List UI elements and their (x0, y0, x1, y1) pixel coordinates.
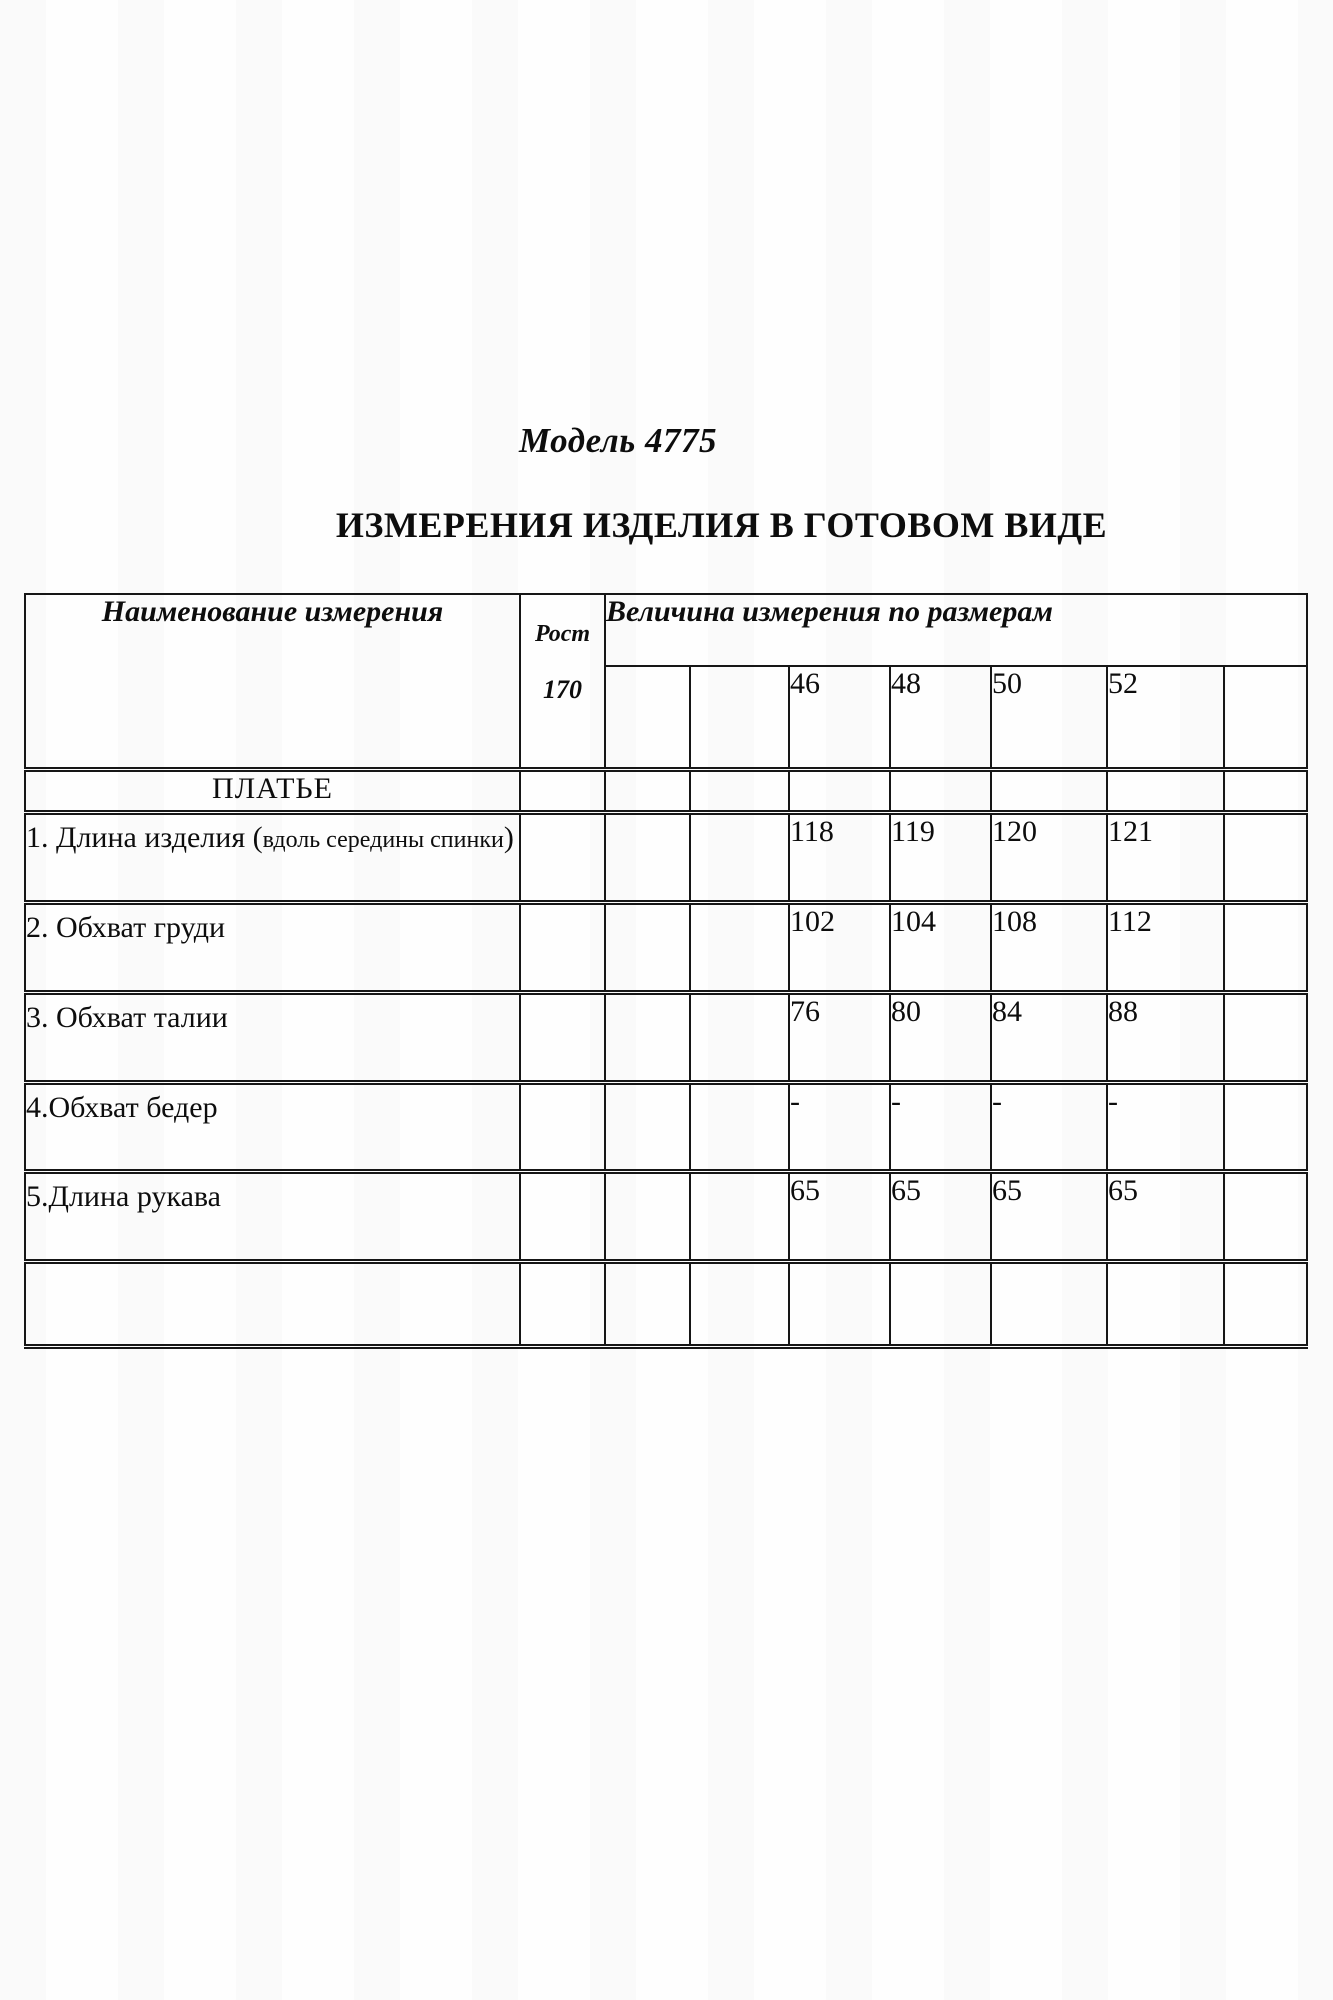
empty-cell (689, 1260, 790, 1349)
empty-cell (519, 768, 606, 815)
empty-cell (889, 1260, 992, 1349)
empty-cell (24, 1260, 521, 1349)
table-row-empty (24, 1260, 1309, 1349)
measurements-table: Наименование измерения Рост 170 Величина… (24, 593, 1309, 1349)
empty-cell (990, 768, 1108, 815)
table-row: 4.Обхват бедер - - - - (24, 1081, 1309, 1174)
empty-cell (1106, 768, 1225, 815)
value-extra (1222, 1081, 1309, 1174)
empty-cell (1106, 1260, 1225, 1349)
empty-cell (604, 1081, 691, 1174)
table-row: 5.Длина рукава 65 65 65 65 (24, 1170, 1309, 1264)
empty-cell (689, 1170, 790, 1264)
value-extra (1222, 1170, 1309, 1264)
empty-cell (519, 1081, 606, 1174)
table-row: 1. Длина изделия (вдоль середины спинки)… (24, 811, 1309, 905)
empty-cell (604, 901, 691, 995)
value-size-52: 121 (1106, 811, 1225, 905)
section-heading: ИЗМЕРЕНИЯ ИЗДЕЛИЯ В ГОТОВОМ ВИДЕ (335, 505, 1108, 545)
height-label: Рост (534, 621, 591, 647)
value-size-48: 80 (889, 991, 992, 1085)
empty-cell (788, 768, 891, 815)
header-height-column: Рост 170 (519, 593, 606, 772)
empty-cell (604, 1170, 691, 1264)
empty-cell (990, 1260, 1108, 1349)
size-header-empty-1 (604, 665, 691, 772)
value-size-48: 104 (889, 901, 992, 995)
empty-cell (519, 991, 606, 1085)
value-size-46: 102 (788, 901, 891, 995)
header-measurement-name-label: Наименование измерения (101, 595, 444, 628)
value-extra (1222, 991, 1309, 1085)
value-size-50: - (990, 1081, 1108, 1174)
size-header-52: 52 (1106, 665, 1225, 772)
value-extra (1222, 901, 1309, 995)
value-size-48: 119 (889, 811, 992, 905)
height-value: 170 (543, 675, 582, 704)
sizes-group-label-text: Величина измерения по размерам (606, 595, 1053, 628)
value-size-52: - (1106, 1081, 1225, 1174)
model-title: Модель 4775 (519, 421, 717, 460)
size-header-48: 48 (889, 665, 992, 772)
row-label: 5.Длина рукава (24, 1170, 521, 1264)
empty-cell (1222, 768, 1309, 815)
value-size-52: 88 (1106, 991, 1225, 1085)
empty-cell (1222, 1260, 1309, 1349)
row-label: 4.Обхват бедер (24, 1081, 521, 1174)
table-row: 3. Обхват талии 76 80 84 88 (24, 991, 1309, 1085)
empty-cell (519, 1170, 606, 1264)
empty-cell (689, 811, 790, 905)
value-size-46: 118 (788, 811, 891, 905)
value-extra (1222, 811, 1309, 905)
size-header-46: 46 (788, 665, 891, 772)
row-label: 3. Обхват талии (24, 991, 521, 1085)
value-size-46: - (788, 1081, 891, 1174)
header-sizes-group-label: Величина измерения по размерам (603, 593, 1309, 667)
value-size-50: 108 (990, 901, 1108, 995)
empty-cell (788, 1260, 891, 1349)
row-label: 2. Обхват груди (24, 901, 521, 995)
empty-cell (604, 811, 691, 905)
value-size-50: 120 (990, 811, 1108, 905)
size-header-empty-2 (689, 665, 790, 772)
value-size-46: 65 (788, 1170, 891, 1264)
value-size-50: 65 (990, 1170, 1108, 1264)
value-size-48: - (889, 1081, 992, 1174)
value-size-52: 65 (1106, 1170, 1225, 1264)
empty-cell (604, 768, 691, 815)
table-row: 2. Обхват груди 102 104 108 112 (24, 901, 1309, 995)
empty-cell (519, 901, 606, 995)
empty-cell (689, 768, 790, 815)
section-row-label: ПЛАТЬЕ (24, 768, 521, 815)
empty-cell (689, 991, 790, 1085)
value-size-52: 112 (1106, 901, 1225, 995)
section-row: ПЛАТЬЕ (24, 768, 1309, 815)
empty-cell (889, 768, 992, 815)
empty-cell (519, 1260, 606, 1349)
size-header-50: 50 (990, 665, 1108, 772)
value-size-50: 84 (990, 991, 1108, 1085)
empty-cell (689, 1081, 790, 1174)
row-label: 1. Длина изделия (вдоль середины спинки) (24, 811, 521, 905)
value-size-48: 65 (889, 1170, 992, 1264)
empty-cell (689, 901, 790, 995)
value-size-46: 76 (788, 991, 891, 1085)
empty-cell (604, 991, 691, 1085)
empty-cell (519, 811, 606, 905)
size-header-empty-3 (1222, 665, 1309, 772)
header-measurement-name: Наименование измерения (24, 593, 521, 772)
empty-cell (604, 1260, 691, 1349)
